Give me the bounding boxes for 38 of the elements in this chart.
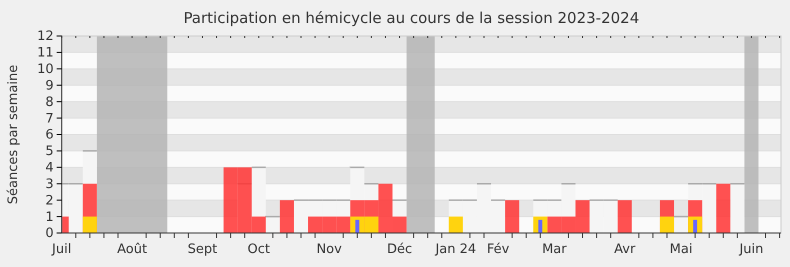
chart-title: Participation en hémicycle au cours de la session 2023-2024 xyxy=(183,9,640,27)
y-tick-label: 4 xyxy=(45,160,54,176)
y-tick-label: 9 xyxy=(45,78,54,94)
y-tick-label: 12 xyxy=(37,29,54,44)
bar xyxy=(448,216,463,233)
y-tick-label: 10 xyxy=(37,62,54,77)
x-tick-label: Avr xyxy=(614,242,636,257)
bar xyxy=(505,200,520,233)
x-tick-label: Juin xyxy=(738,242,764,257)
y-tick-label: 11 xyxy=(37,46,54,61)
x-tick-label: Sept xyxy=(188,242,218,257)
y-tick-label: 6 xyxy=(45,128,54,143)
x-tick-label: Nov xyxy=(316,242,342,257)
bar xyxy=(693,220,698,233)
x-tick-label: Juil xyxy=(51,242,72,257)
bar xyxy=(730,183,746,233)
y-tick-label: 8 xyxy=(45,94,54,110)
bar xyxy=(538,220,542,233)
y-tick-label: 5 xyxy=(45,144,54,160)
x-tick-label: Août xyxy=(117,242,148,257)
bar xyxy=(660,216,674,233)
y-tick-label: 0 xyxy=(45,226,54,242)
x-tick-label: Mai xyxy=(670,242,692,257)
x-tick-label: Jan 24 xyxy=(434,242,476,257)
y-axis-title: Séances par semaine xyxy=(6,64,21,204)
bar xyxy=(280,200,294,233)
x-tick-label: Fév xyxy=(486,242,510,257)
bar xyxy=(716,184,730,233)
x-tick-label: Mar xyxy=(542,242,568,257)
y-tick-label: 3 xyxy=(45,176,54,192)
x-tick-label: Déc xyxy=(386,242,412,257)
bar xyxy=(355,220,360,233)
y-tick-label: 7 xyxy=(45,111,54,126)
y-tick-label: 1 xyxy=(45,210,54,225)
bar xyxy=(618,200,632,233)
x-tick-label: Oct xyxy=(248,242,270,257)
bar xyxy=(82,216,97,233)
y-tick-label: 2 xyxy=(45,193,54,208)
